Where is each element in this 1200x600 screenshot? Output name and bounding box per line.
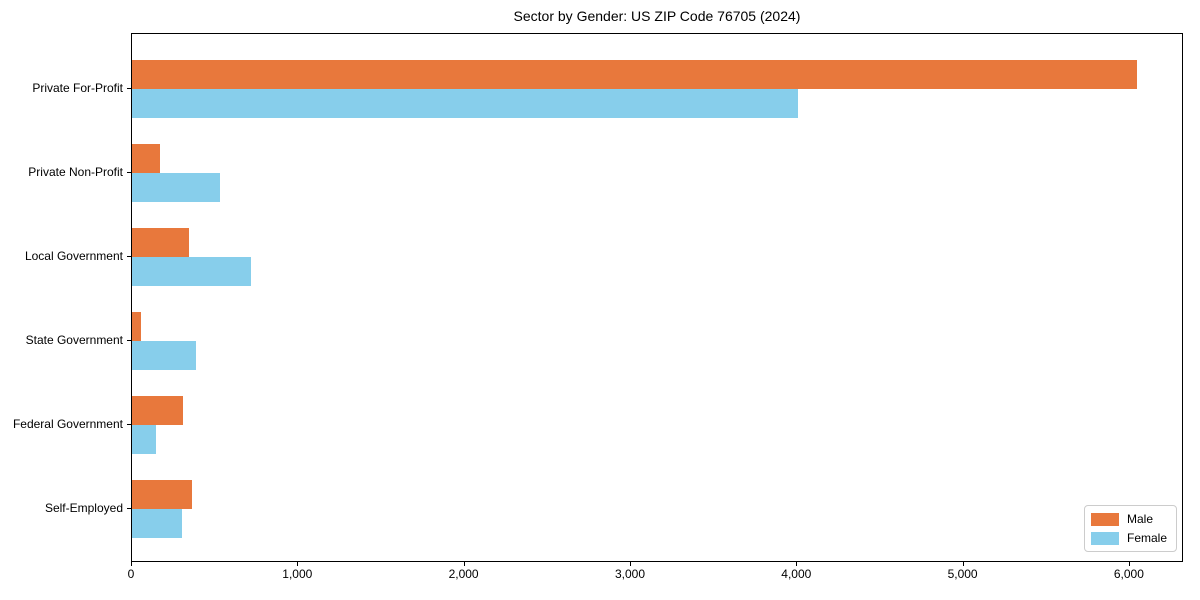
legend-item-male: Male — [1090, 512, 1167, 526]
chart-title: Sector by Gender: US ZIP Code 76705 (202… — [513, 8, 801, 24]
legend-swatch-male — [1090, 512, 1119, 526]
x-tick-mark-3 — [463, 562, 465, 566]
bar-male-5 — [132, 395, 183, 425]
bar-female-6 — [132, 508, 182, 538]
x-tick-label-2: 1,000 — [282, 567, 313, 581]
x-tick-mark-2 — [297, 562, 299, 566]
y-tick-mark-5 — [127, 423, 131, 425]
y-tick-label-3: Local Government — [24, 248, 123, 263]
bar-male-4 — [132, 311, 142, 341]
bar-male-3 — [132, 227, 189, 257]
x-tick-label-1: 0 — [127, 567, 135, 581]
legend-item-female: Female — [1090, 531, 1167, 545]
x-tick-label-3: 2,000 — [448, 567, 479, 581]
plot-area: Male Female — [131, 33, 1183, 562]
y-tick-mark-4 — [127, 339, 131, 341]
legend: Male Female — [1083, 505, 1177, 552]
bar-male-1 — [132, 60, 1137, 89]
bar-male-2 — [132, 143, 161, 173]
x-tick-mark-6 — [962, 562, 964, 566]
x-tick-label-4: 3,000 — [614, 567, 646, 581]
y-tick-label-2: Private Non-Profit — [28, 164, 123, 179]
bar-female-1 — [132, 89, 799, 118]
y-tick-mark-3 — [127, 255, 131, 257]
x-tick-mark-5 — [796, 562, 798, 566]
y-tick-label-6: Self-Employed — [44, 500, 123, 515]
bar-male-6 — [132, 479, 192, 509]
x-tick-label-5: 4,000 — [781, 567, 812, 581]
legend-label-male: Male — [1126, 512, 1153, 526]
x-tick-label-6: 5,000 — [947, 567, 978, 581]
y-tick-label-1: Private For-Profit — [32, 81, 123, 95]
bar-female-2 — [132, 172, 221, 202]
x-tick-mark-7 — [1128, 562, 1130, 566]
legend-swatch-female — [1090, 531, 1119, 545]
x-tick-mark-4 — [630, 562, 631, 566]
bar-female-3 — [132, 256, 251, 286]
x-tick-mark-1 — [131, 562, 132, 566]
legend-label-female: Female — [1126, 531, 1167, 545]
bar-female-4 — [132, 340, 196, 370]
y-tick-label-5: Federal Government — [12, 416, 123, 431]
y-tick-mark-2 — [127, 171, 131, 173]
y-tick-mark-6 — [127, 507, 131, 509]
x-tick-label-7: 6,000 — [1113, 567, 1144, 581]
y-tick-mark-1 — [127, 88, 131, 89]
bar-female-5 — [132, 424, 157, 454]
y-tick-label-4: State Government — [25, 332, 123, 347]
